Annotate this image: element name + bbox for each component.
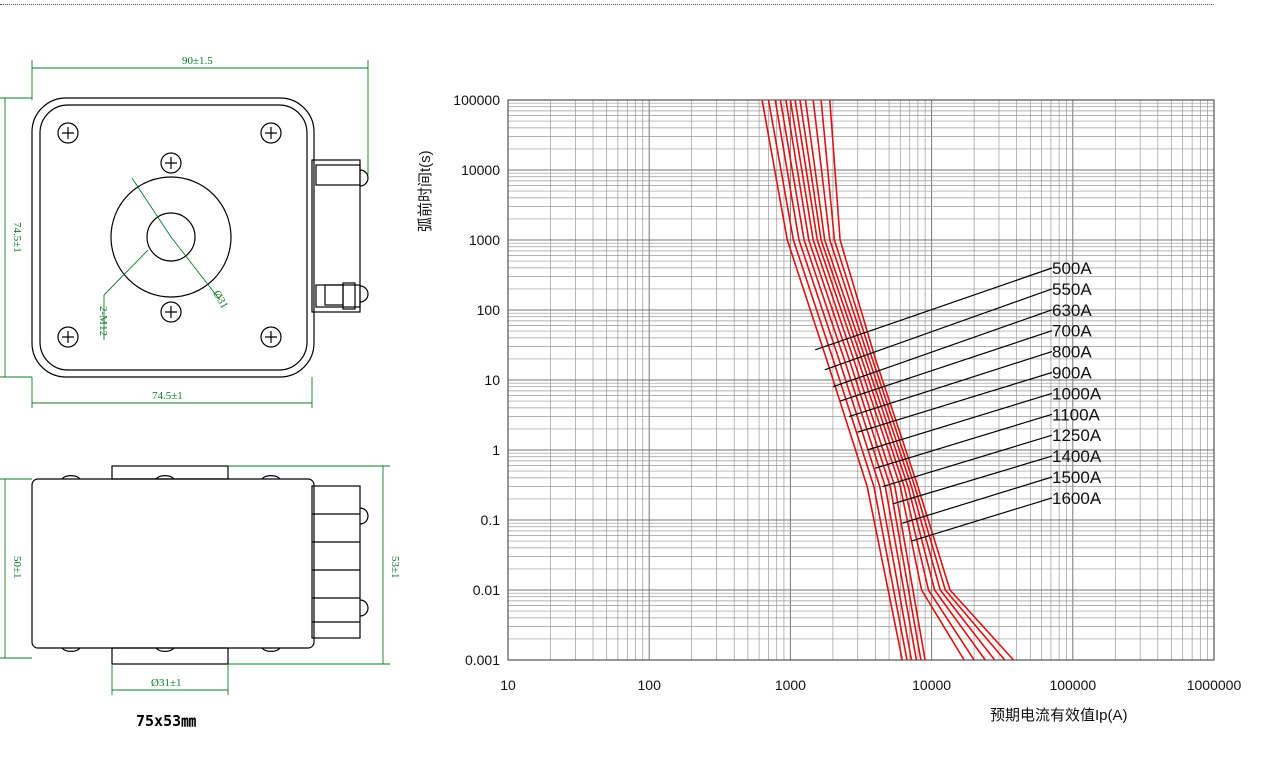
curve-1000A: [794, 99, 965, 661]
curve-550A: [767, 99, 908, 661]
curve-label: 550A: [1052, 280, 1092, 299]
height-dimension: 74.5±1: [11, 222, 23, 253]
x-tick-labels: 10 100 1000 10000 100000 1000000: [500, 677, 1241, 693]
curve-label: 800A: [1052, 343, 1092, 362]
leader-line: [892, 455, 1053, 505]
x-tick-label: 10000: [912, 677, 951, 693]
side-view-terminal: [311, 485, 361, 639]
plot-frame: [507, 99, 1215, 661]
size-caption: 75x53㎜: [136, 712, 197, 730]
x-tick-label: 10: [500, 677, 516, 693]
y-tick-label: 0.01: [473, 582, 500, 598]
width-dimension: 90±1.5: [182, 55, 213, 67]
top-view: [31, 97, 369, 378]
side-height-left: 50±1: [11, 556, 23, 579]
chart-curves: [761, 99, 1015, 661]
curve-label: 1600A: [1052, 489, 1102, 508]
leader-line: [911, 497, 1053, 542]
curve-label: 1400A: [1052, 447, 1102, 466]
inner-ring: [146, 212, 196, 262]
x-axis-title: 预期电流有效值Ip(A): [990, 707, 1128, 724]
y-tick-label: 1000: [469, 232, 500, 248]
chart-leader-lines: [815, 267, 1053, 542]
y-tick-label: 1: [492, 442, 500, 458]
curve-1600A: [829, 99, 1015, 661]
curve-500A: [761, 99, 904, 661]
y-axis-title: 弧前时间t(s): [417, 150, 434, 232]
leader-line: [815, 267, 1053, 351]
bottom-dimension: 74.5±1: [152, 390, 183, 402]
y-tick-label: 10: [484, 372, 500, 388]
side-view-top-tab: [111, 465, 229, 480]
x-tick-label: 100000: [1049, 677, 1096, 693]
side-bottom-dimension: Ø31±1: [151, 677, 181, 689]
outer-ring: [110, 176, 232, 298]
side-view-dimensions: [0, 465, 390, 695]
y-tick-labels: 100000 10000 1000 100 10 1 0.1 0.01 0.001: [453, 92, 500, 668]
y-tick-label: 10000: [461, 162, 500, 178]
curve-1500A: [820, 99, 1006, 661]
y-tick-label: 100000: [453, 92, 500, 108]
leader-line: [857, 371, 1053, 433]
side-height-right: 53±1: [389, 556, 401, 579]
curve-label: 900A: [1052, 364, 1092, 383]
leader-line: [832, 309, 1053, 388]
y-tick-label: 0.1: [481, 512, 501, 528]
time-current-chart: 10 100 1000 10000 100000 1000000 100000100001…: [417, 92, 1241, 724]
leader-line: [875, 413, 1053, 469]
top-view-inner-outline: [39, 104, 308, 371]
x-tick-label: 1000: [775, 677, 806, 693]
thread-label: 2-M12: [97, 306, 109, 336]
top-view-body: [31, 97, 315, 378]
curve-630A: [774, 99, 913, 661]
curve-700A: [779, 99, 918, 661]
curve-label: 500A: [1052, 259, 1092, 278]
curve-1100A: [799, 99, 975, 661]
top-divider: [0, 4, 1214, 5]
leader-line: [882, 434, 1053, 488]
curve-label: 700A: [1052, 322, 1092, 341]
x-tick-label: 100: [638, 677, 662, 693]
curve-label: 1000A: [1052, 384, 1102, 403]
curve-label: 630A: [1052, 301, 1092, 320]
leader-line: [848, 351, 1053, 418]
y-tick-label: 0.001: [465, 652, 500, 668]
side-view: [31, 465, 369, 665]
leader-line: [867, 392, 1053, 451]
leader-line: [839, 330, 1053, 402]
x-tick-label: 1000000: [1187, 677, 1242, 693]
curve-label: 1500A: [1052, 468, 1102, 487]
curve-label: 1100A: [1052, 405, 1101, 424]
dimension-drawing: 90±1.5 74.5±1 74.5±1 2-M12 Ø31 50±1 53±1…: [0, 55, 401, 695]
curve-800A: [785, 99, 922, 661]
leader-line: [824, 288, 1053, 371]
curve-label: 1250A: [1052, 426, 1102, 445]
leader-line: [902, 476, 1053, 524]
top-view-terminal: [311, 159, 361, 313]
y-tick-label: 100: [477, 302, 501, 318]
top-view-dimensions: [0, 60, 369, 408]
side-view-body: [31, 478, 315, 649]
screw-icon: [57, 122, 282, 348]
hole-dimension: Ø31: [210, 289, 230, 311]
